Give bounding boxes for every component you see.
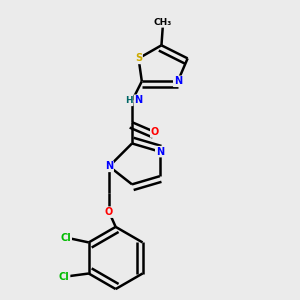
Text: N: N — [174, 76, 182, 86]
Text: N: N — [134, 95, 142, 105]
Text: S: S — [135, 53, 142, 63]
Text: O: O — [151, 127, 159, 137]
Text: Cl: Cl — [59, 272, 70, 282]
Text: Cl: Cl — [61, 232, 71, 242]
Text: N: N — [156, 147, 164, 157]
Text: N: N — [105, 161, 113, 171]
Text: O: O — [105, 207, 113, 217]
Text: CH₃: CH₃ — [154, 18, 172, 27]
Text: H: H — [125, 96, 133, 105]
